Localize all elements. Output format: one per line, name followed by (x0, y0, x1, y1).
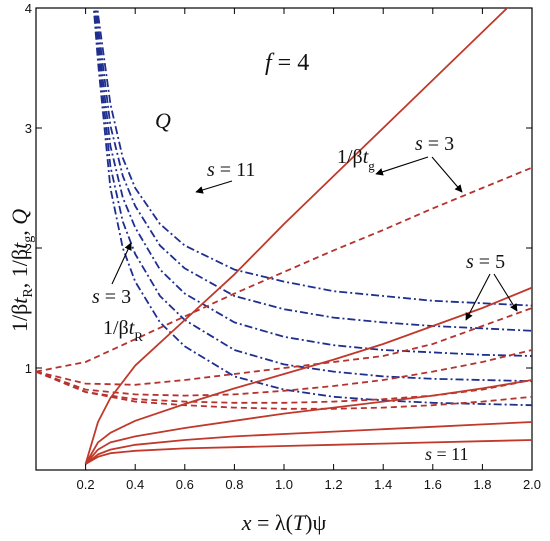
series-line-tR-5 (36, 370, 532, 410)
arrow-s3-q (111, 242, 132, 285)
x-tick-label: 0.2 (77, 477, 95, 492)
y-tick-label: 1 (25, 361, 32, 376)
series-line-Q-2 (95, 8, 532, 332)
series-line-tR-2 (36, 307, 532, 386)
x-tick-label: 0.6 (176, 477, 194, 492)
series-line-Q-1 (96, 8, 532, 307)
y-title-part: Q (7, 209, 32, 225)
x-tick-label: 2.0 (523, 477, 541, 492)
arrow-s3-tr (431, 156, 463, 193)
annotation-tr: 1/βtR (103, 317, 143, 344)
plot-area (35, 7, 533, 471)
x-tick-label: 1.8 (473, 477, 491, 492)
x-axis-title: x = λ(T)ψ (241, 510, 327, 535)
x-title-part: )ψ (305, 510, 326, 535)
x-tick-label: 1.4 (374, 477, 392, 492)
annotation-s3-right: s = 3 (415, 133, 454, 155)
y-title-part: R (21, 288, 36, 298)
y-title-part: 1/β (7, 304, 32, 332)
x-tick-label: 1.6 (424, 477, 442, 492)
series-line-Q-4 (93, 8, 532, 383)
annotation-s11-bottom: s = 11 (425, 444, 469, 464)
x-tick-label: 0.4 (126, 477, 144, 492)
series-line-tg-3 (84, 379, 532, 465)
annotation-q: Q (155, 108, 171, 133)
y-title-part: t (7, 297, 32, 304)
annotation-s11-top: s = 11 (207, 159, 255, 181)
series-line-tg-4 (85, 421, 532, 465)
annotation-tg: 1/βtg (337, 146, 375, 173)
x-tick-label: 1.0 (275, 477, 293, 492)
y-tick-label: 3 (25, 121, 32, 136)
arrow-s11-top (195, 180, 233, 194)
series-line-tR-3 (36, 349, 532, 397)
y-title-part: t (7, 242, 32, 249)
series-line-Q-5 (92, 8, 532, 407)
annotation-s5: s = 5 (466, 251, 505, 273)
x-title-part: x (241, 510, 252, 535)
y-tick-label: 4 (25, 1, 32, 16)
annotation-f: f = 4 (265, 50, 309, 76)
arrow-s5-tr (493, 273, 518, 312)
y-axis-title: 1/βtR, 1/βtg, Q (7, 209, 36, 332)
y-tick-label: 2 (25, 241, 32, 256)
arrow-s3-tg (375, 156, 429, 176)
x-title-part: T (293, 510, 307, 535)
x-tick-label: 1.2 (325, 477, 343, 492)
arrow-s5-tg (465, 273, 491, 321)
x-tick-label: 0.8 (225, 477, 243, 492)
y-title-part: , (7, 225, 32, 236)
tick-layer: 0.2 0.4 0.6 0.8 1.0 1.2 1.4 1.6 1.8 2.0 1 2 3 4 (25, 1, 541, 492)
series-line-tg-1 (84, 8, 509, 465)
x-title-part: = λ( (252, 510, 293, 535)
y-title-part: , 1/β (7, 249, 32, 288)
annotation-s3-left: s = 3 (92, 286, 131, 308)
series-line-tg-5 (85, 439, 532, 465)
series-layer (36, 8, 532, 465)
series-line-tg-2 (84, 286, 532, 465)
series-line-tR-4 (36, 370, 532, 404)
y-title-part: g (21, 236, 36, 243)
series-line-Q-3 (94, 8, 532, 357)
